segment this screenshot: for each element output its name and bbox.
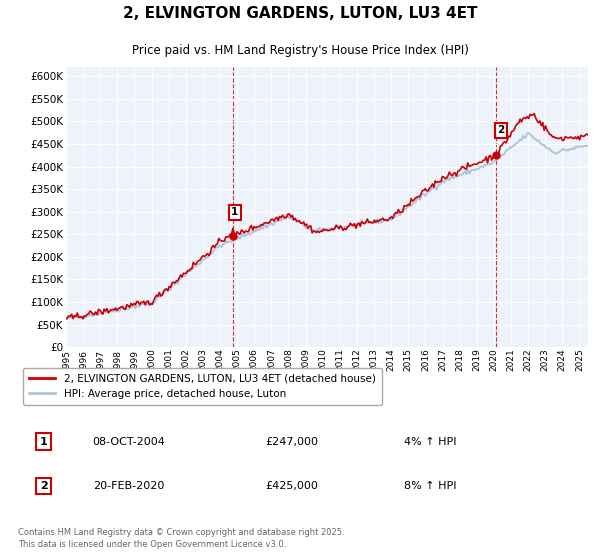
Text: 08-OCT-2004: 08-OCT-2004 [92,436,166,446]
Text: Price paid vs. HM Land Registry's House Price Index (HPI): Price paid vs. HM Land Registry's House … [131,44,469,57]
Text: £425,000: £425,000 [265,481,319,491]
Text: This data is licensed under the Open Government Licence v3.0.: This data is licensed under the Open Gov… [18,540,286,549]
Text: 8% ↑ HPI: 8% ↑ HPI [404,481,456,491]
Legend: 2, ELVINGTON GARDENS, LUTON, LU3 4ET (detached house), HPI: Average price, detac: 2, ELVINGTON GARDENS, LUTON, LU3 4ET (de… [23,367,382,405]
Text: £247,000: £247,000 [265,436,319,446]
Text: 2, ELVINGTON GARDENS, LUTON, LU3 4ET: 2, ELVINGTON GARDENS, LUTON, LU3 4ET [123,6,477,21]
Text: 2: 2 [497,125,505,136]
Text: 1: 1 [231,207,239,217]
Text: 1: 1 [40,436,47,446]
Text: 2: 2 [40,481,47,491]
Text: Contains HM Land Registry data © Crown copyright and database right 2025.: Contains HM Land Registry data © Crown c… [18,528,344,536]
Text: 4% ↑ HPI: 4% ↑ HPI [404,436,456,446]
Text: 20-FEB-2020: 20-FEB-2020 [92,481,164,491]
